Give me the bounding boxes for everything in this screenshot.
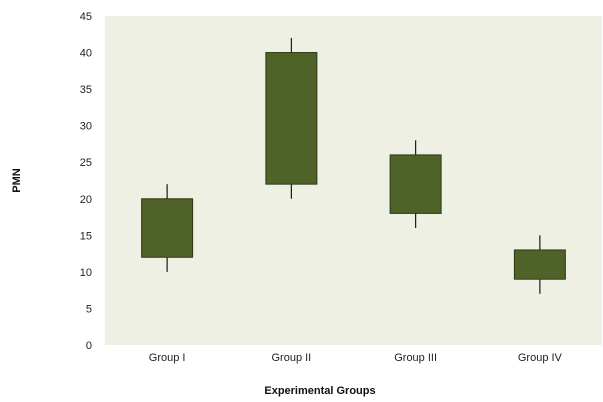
- box-series: [141, 37, 566, 294]
- y-tick-label: 30: [80, 121, 92, 133]
- iqr-box: [265, 52, 318, 185]
- box-2: [265, 37, 318, 199]
- y-tick-label: 40: [80, 48, 92, 60]
- y-tick-label: 5: [86, 303, 92, 315]
- x-axis: Group I Group II Group III Group IV: [149, 352, 563, 364]
- plot-area: [105, 16, 602, 345]
- y-tick-label: 20: [80, 194, 92, 206]
- y-tick-label: 35: [80, 84, 92, 96]
- box-3: [389, 140, 442, 229]
- y-axis: 0 5 10 15 20 25 30 35 40 45: [80, 11, 92, 352]
- iqr-box: [141, 198, 194, 258]
- y-tick-label: 10: [80, 267, 92, 279]
- box-4: [513, 235, 566, 294]
- iqr-box: [513, 249, 566, 280]
- x-tick-label: Group I: [149, 352, 186, 364]
- y-axis-title: PMN: [11, 168, 23, 193]
- y-tick-label: 25: [80, 157, 92, 169]
- box-1: [141, 184, 194, 272]
- x-tick-label: Group IV: [518, 352, 563, 364]
- x-tick-label: Group III: [394, 352, 437, 364]
- y-tick-label: 0: [86, 340, 92, 352]
- y-tick-label: 15: [80, 230, 92, 242]
- x-tick-label: Group II: [272, 352, 312, 364]
- x-axis-title: Experimental Groups: [264, 385, 375, 397]
- iqr-box: [389, 154, 442, 214]
- y-tick-label: 45: [80, 11, 92, 23]
